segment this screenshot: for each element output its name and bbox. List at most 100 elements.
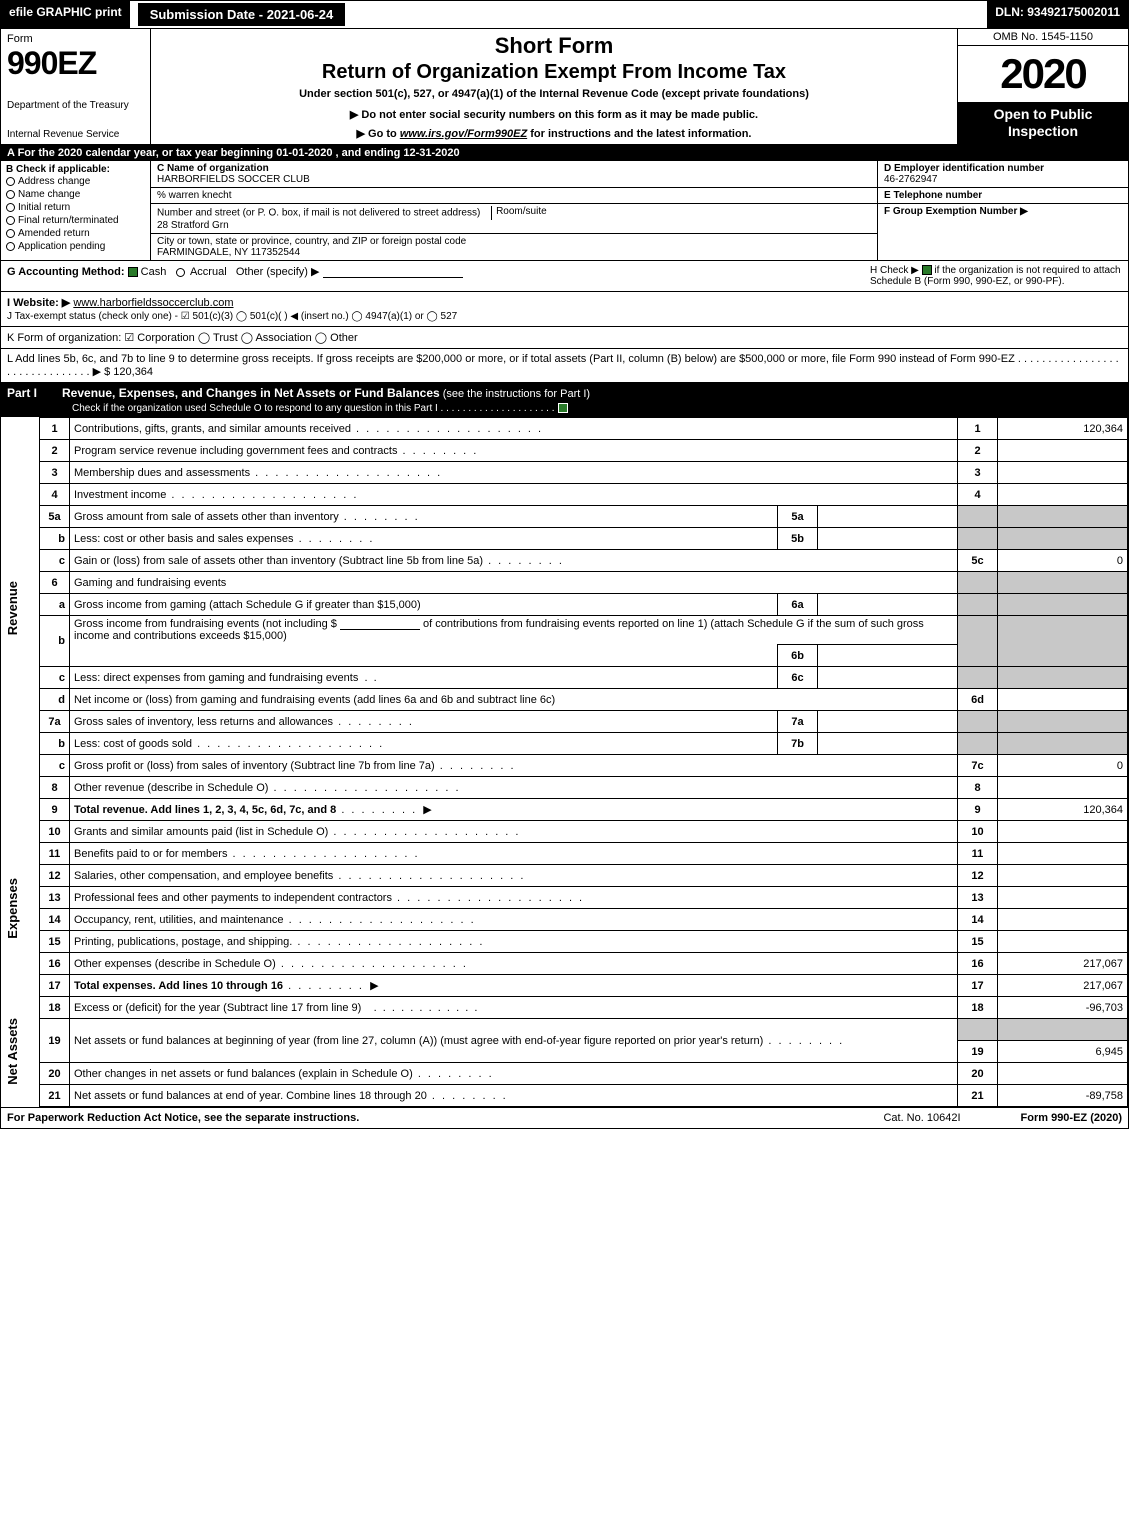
chk-accrual[interactable] [176, 268, 185, 277]
line-6c-value [818, 667, 958, 689]
chk-address[interactable]: Address change [6, 175, 145, 188]
revenue-side-label: Revenue [5, 581, 20, 635]
open-public-inspection: Open to Public Inspection [958, 102, 1128, 144]
ein-value: 46-2762947 [884, 174, 937, 185]
line-3-value [998, 462, 1128, 484]
line-18-value: -96,703 [998, 997, 1128, 1019]
section-d: D Employer identification number 46-2762… [878, 161, 1128, 260]
line-4-value [998, 484, 1128, 506]
chk-cash[interactable] [128, 267, 138, 277]
line-11-value [998, 843, 1128, 865]
line-7a-value [818, 711, 958, 733]
form-word: Form [7, 33, 144, 45]
line-16-value: 217,067 [998, 953, 1128, 975]
top-bar: efile GRAPHIC print Submission Date - 20… [1, 1, 1128, 29]
city-value: FARMINGDALE, NY 117352544 [157, 247, 300, 258]
chk-pending[interactable]: Application pending [6, 240, 145, 253]
chk-schedule-b[interactable] [922, 265, 932, 275]
dln-number: DLN: 93492175002011 [987, 1, 1128, 28]
chk-final[interactable]: Final return/terminated [6, 214, 145, 227]
form-reference: Form 990-EZ (2020) [1021, 1112, 1122, 1124]
part-i-sub: (see the instructions for Part I) [440, 388, 590, 400]
efile-print-label[interactable]: efile GRAPHIC print [1, 1, 130, 28]
net-assets-side-label: Net Assets [5, 1018, 20, 1085]
tax-year-period: A For the 2020 calendar year, or tax yea… [1, 145, 1128, 161]
expenses-side-label: Expenses [5, 878, 20, 939]
info-grid: B Check if applicable: Address change Na… [1, 161, 1128, 261]
h-text1: H Check ▶ [870, 265, 919, 276]
other-specify-blank[interactable] [323, 266, 463, 278]
row-k: K Form of organization: ☑ Corporation ◯ … [1, 327, 1128, 349]
line-10-value [998, 821, 1128, 843]
paperwork-notice: For Paperwork Reduction Act Notice, see … [7, 1112, 359, 1124]
row-g-h: G Accounting Method: Cash Accrual Other … [1, 261, 1128, 292]
line-7b-value [818, 733, 958, 755]
submission-date: Submission Date - 2021-06-24 [136, 1, 348, 28]
website-label: I Website: ▶ [7, 297, 70, 309]
line-8-value [998, 777, 1128, 799]
line-13-value [998, 887, 1128, 909]
org-name-label: C Name of organization [157, 163, 269, 174]
line-9-value: 120,364 [998, 799, 1128, 821]
gross-receipts-amount: 120,364 [113, 366, 153, 378]
irs-link[interactable]: www.irs.gov/Form990EZ [400, 128, 527, 140]
form-header: Form 990EZ Department of the Treasury In… [1, 29, 1128, 145]
part-i-num: Part I [7, 386, 62, 414]
line-15-value [998, 931, 1128, 953]
line-12-value [998, 865, 1128, 887]
line-19-value: 6,945 [998, 1041, 1128, 1063]
go-to-post: for instructions and the latest informat… [527, 128, 751, 140]
section-b-label: B Check if applicable: [6, 164, 145, 175]
chk-initial[interactable]: Initial return [6, 201, 145, 214]
line-20-value [998, 1063, 1128, 1085]
row-l: L Add lines 5b, 6c, and 7b to line 9 to … [1, 349, 1128, 383]
city-label: City or town, state or province, country… [157, 236, 466, 247]
line-7c-value: 0 [998, 755, 1128, 777]
part-i-title: Revenue, Expenses, and Changes in Net As… [62, 386, 440, 400]
part-i-table: Revenue 1 Contributions, gifts, grants, … [1, 417, 1128, 1107]
do-not-enter: ▶ Do not enter social security numbers o… [350, 108, 758, 121]
line-17-value: 217,067 [998, 975, 1128, 997]
cat-number: Cat. No. 10642I [883, 1112, 960, 1124]
short-form-title: Short Form [495, 33, 614, 59]
line-5a-value [818, 506, 958, 528]
street-label: Number and street (or P. O. box, if mail… [157, 208, 480, 219]
section-b: B Check if applicable: Address change Na… [1, 161, 151, 260]
section-c: C Name of organization HARBORFIELDS SOCC… [151, 161, 878, 260]
return-title: Return of Organization Exempt From Incom… [322, 61, 786, 84]
go-to-pre: ▶ Go to [357, 128, 400, 140]
line-6a-value [818, 594, 958, 616]
line-6b-value [818, 645, 958, 667]
accounting-label: G Accounting Method: [7, 266, 125, 278]
group-exemption-label: F Group Exemption Number ▶ [884, 206, 1028, 217]
line-2-value [998, 440, 1128, 462]
tax-year: 2020 [958, 46, 1128, 102]
schedule-o-checkbox[interactable] [558, 403, 568, 413]
under-section: Under section 501(c), 527, or 4947(a)(1)… [299, 88, 809, 100]
dept-treasury: Department of the Treasury [7, 100, 144, 111]
row-j: J Tax-exempt status (check only one) - ☑… [7, 311, 1122, 322]
line-14-value [998, 909, 1128, 931]
line-21-value: -89,758 [998, 1085, 1128, 1107]
line-5c-value: 0 [998, 550, 1128, 572]
page-footer: For Paperwork Reduction Act Notice, see … [1, 1107, 1128, 1128]
line-6d-value [998, 689, 1128, 711]
line-6b-contrib-blank[interactable] [340, 618, 420, 630]
part-i-header: Part I Revenue, Expenses, and Changes in… [1, 383, 1128, 417]
go-to-line: ▶ Go to www.irs.gov/Form990EZ for instru… [357, 127, 752, 140]
check-schedule-o: Check if the organization used Schedule … [72, 403, 554, 414]
form-number: 990EZ [7, 45, 144, 82]
org-name: HARBORFIELDS SOCCER CLUB [157, 174, 310, 185]
chk-amended[interactable]: Amended return [6, 227, 145, 240]
ein-label: D Employer identification number [884, 163, 1044, 174]
website-value[interactable]: www.harborfieldssoccerclub.com [73, 297, 233, 309]
line-5b-value [818, 528, 958, 550]
room-label: Room/suite [491, 206, 551, 220]
dept-irs: Internal Revenue Service [7, 129, 144, 140]
care-of: % warren knecht [157, 190, 231, 201]
phone-label: E Telephone number [884, 190, 982, 201]
chk-name[interactable]: Name change [6, 188, 145, 201]
line-1-value: 120,364 [998, 418, 1128, 440]
row-i-j: I Website: ▶ www.harborfieldssoccerclub.… [1, 292, 1128, 327]
street-value: 28 Stratford Grn [157, 220, 229, 231]
